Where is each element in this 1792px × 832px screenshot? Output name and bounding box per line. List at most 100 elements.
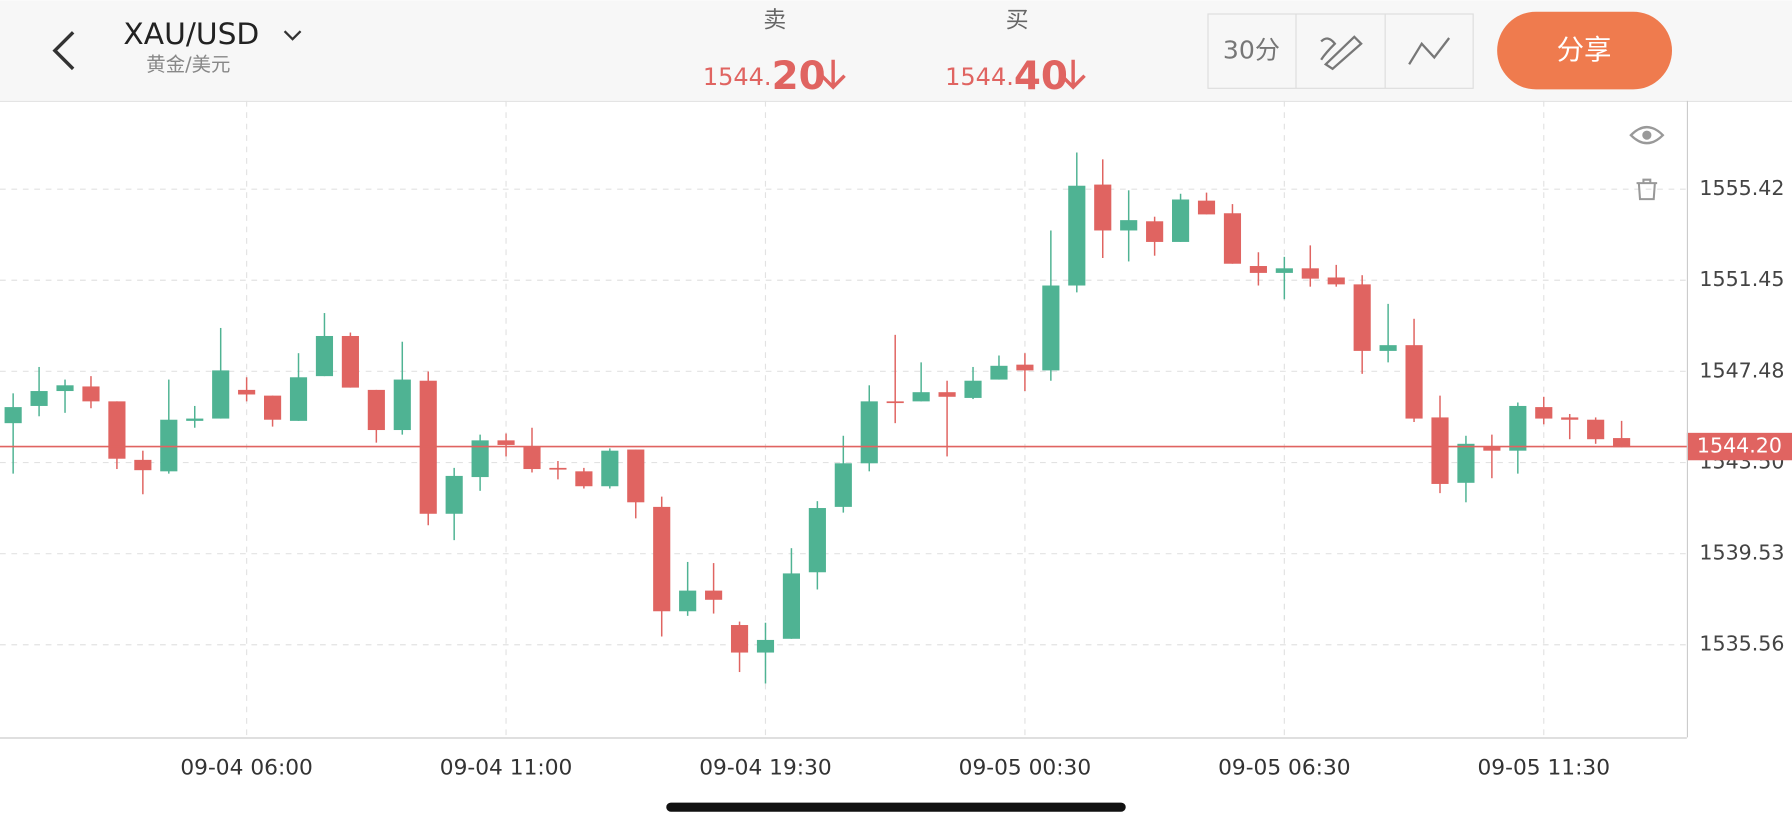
candle-body [1353, 284, 1371, 351]
chart: 1535.561539.531543.501547.481551.451555.… [0, 100, 1792, 780]
buy-label: 买 [1006, 7, 1029, 33]
share-button[interactable] [1497, 11, 1672, 90]
candle-body [1068, 185, 1086, 286]
y-tick-label: 1551.45 [1699, 267, 1784, 291]
candle-body [1613, 438, 1631, 448]
sell-down-arrow [820, 59, 846, 90]
candle-body [1016, 364, 1034, 371]
candle-body [1275, 268, 1293, 273]
candle-body [4, 407, 22, 424]
candle-body [1483, 446, 1501, 451]
candle-body [1249, 266, 1267, 273]
buy-price: 1544.40 [945, 53, 1068, 98]
candle-body [627, 449, 645, 503]
x-tick-label: 09-04 11:00 [440, 755, 573, 780]
candle-body [82, 386, 100, 402]
candle-body [289, 377, 308, 421]
candle-body [1146, 221, 1164, 242]
candle-body [730, 625, 749, 653]
candle-body [1457, 443, 1475, 483]
top-bar [0, 0, 1792, 101]
buy-price-int: 1544. [945, 63, 1014, 91]
candle-body [1535, 407, 1553, 419]
sell-price: 1544.20 [703, 53, 826, 98]
candle-body [1379, 345, 1397, 351]
candle-body [1172, 199, 1190, 242]
candle-body [264, 395, 282, 420]
buy-down-arrow [1060, 59, 1086, 90]
sell-price-dec: 20 [772, 53, 826, 98]
sell-label: 卖 [763, 7, 786, 33]
buy-price-dec: 40 [1014, 53, 1068, 98]
back-button[interactable] [52, 31, 75, 71]
candle-body [108, 401, 126, 459]
indicator-button[interactable] [1408, 37, 1451, 65]
current-price-label: 1544.20 [1697, 434, 1782, 458]
symbol-name: 黄金/美元 [146, 53, 230, 76]
candle-body [393, 379, 411, 431]
candle-body [679, 590, 697, 612]
sell-price-int: 1544. [703, 63, 772, 91]
candle-body [1094, 184, 1112, 231]
candle-body [1120, 220, 1138, 231]
candle-body [964, 380, 982, 398]
candle-body [705, 590, 723, 600]
home-indicator [666, 802, 1126, 812]
symbol[interactable]: XAU/USD [123, 17, 259, 52]
draw-tool-button[interactable] [1320, 35, 1363, 71]
candle-body [1327, 277, 1345, 285]
candle-body [471, 440, 489, 478]
candle-body [886, 401, 904, 404]
candle-body [341, 335, 359, 388]
delete-icon[interactable] [1636, 178, 1658, 201]
candle-body [575, 471, 593, 487]
candle-body [990, 365, 1008, 380]
candle-body [938, 392, 956, 397]
candle-body [1431, 417, 1449, 484]
candle-body [1405, 345, 1423, 419]
interval-button[interactable]: 30分 [1223, 36, 1280, 65]
y-tick-label: 1555.42 [1699, 176, 1784, 200]
candle-body [1561, 417, 1579, 420]
candle-body [56, 385, 74, 392]
candle-body [315, 335, 334, 377]
x-tick-label: 09-05 00:30 [959, 755, 1092, 780]
candle-body [238, 389, 256, 395]
visibility-icon-pupil [1642, 130, 1652, 140]
candle-body [756, 639, 775, 653]
y-tick-label: 1535.56 [1699, 632, 1784, 656]
candle-body [1301, 268, 1319, 279]
candle-body [134, 459, 152, 471]
current-price-tag [1686, 432, 1792, 461]
candle-body [1587, 419, 1605, 440]
candle-body [367, 389, 385, 431]
share-label[interactable]: 分享 [1557, 35, 1612, 66]
candle-body [782, 573, 800, 639]
candle-body [445, 475, 463, 514]
candle-body [1197, 200, 1216, 215]
candle-body [523, 446, 541, 470]
candle-body [808, 508, 826, 573]
x-tick-label: 09-05 06:30 [1218, 755, 1351, 780]
x-tick-label: 09-04 19:30 [699, 755, 832, 780]
candle-body [1223, 213, 1242, 264]
candle-body [653, 506, 671, 612]
candle-body [186, 418, 204, 421]
candle-body [212, 370, 230, 419]
candle-body [497, 440, 515, 445]
candle-body [30, 391, 48, 406]
candle-body [912, 392, 930, 402]
candle-body [1509, 405, 1527, 451]
symbol-dropdown[interactable] [283, 30, 302, 41]
visibility-icon[interactable] [1629, 126, 1665, 145]
candle-body [860, 401, 878, 464]
candle-body [834, 463, 852, 507]
x-tick-label: 09-05 11:30 [1478, 755, 1611, 780]
candle-body [601, 450, 619, 487]
y-tick-label: 1539.53 [1699, 541, 1784, 565]
candle-body [1042, 285, 1060, 371]
candle-body [549, 467, 567, 470]
y-tick-label: 1547.48 [1699, 358, 1784, 382]
candle-body [160, 419, 178, 472]
